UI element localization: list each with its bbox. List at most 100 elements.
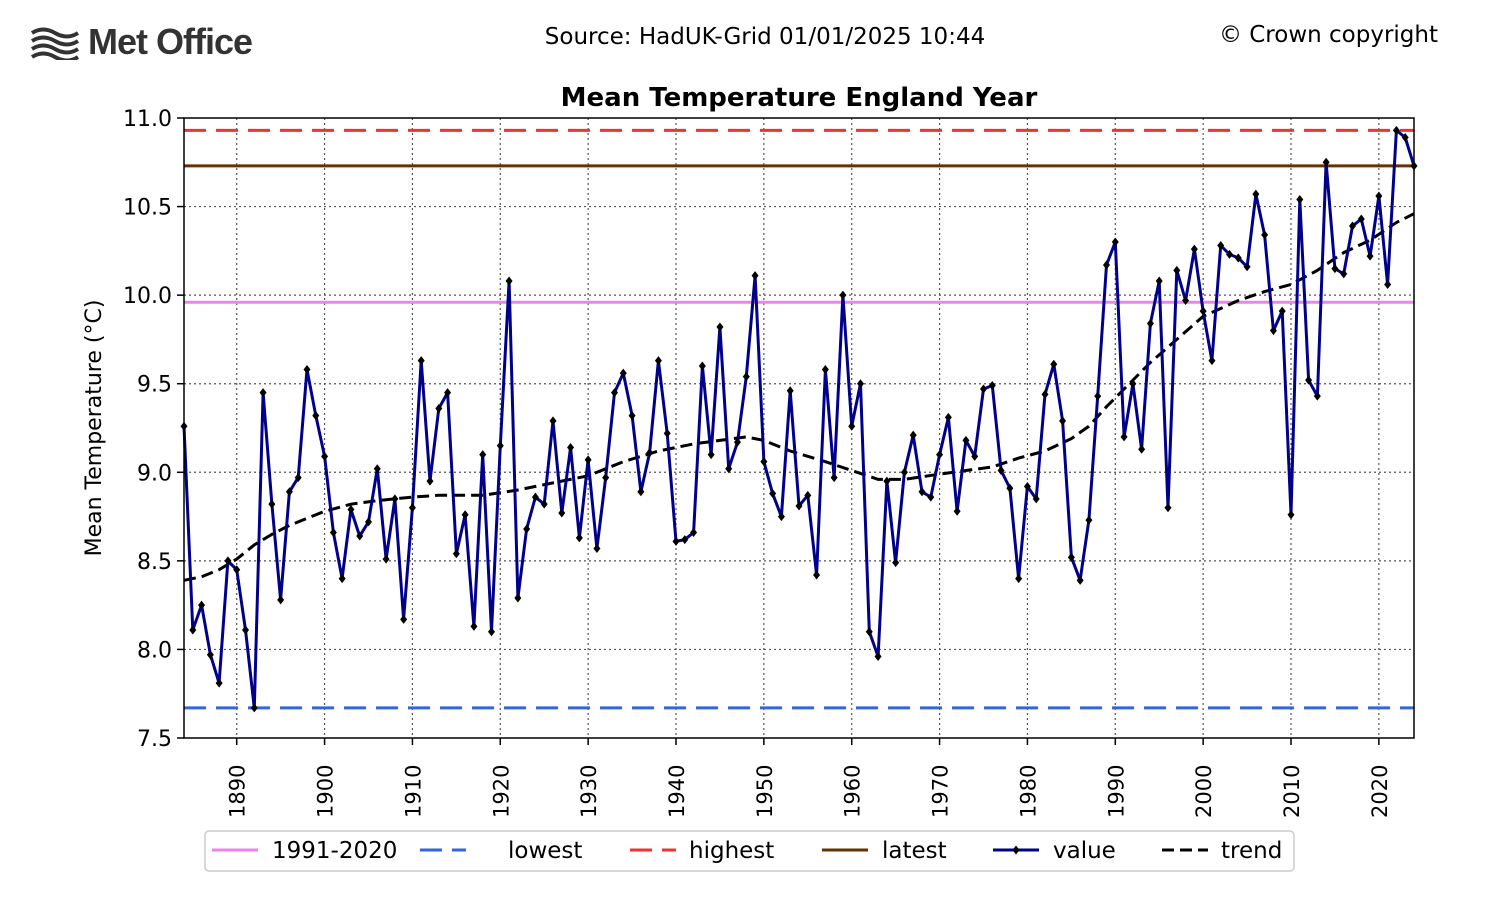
value-point [356, 531, 364, 541]
value-point [980, 384, 987, 394]
value-point [1234, 253, 1242, 263]
value-point [1111, 237, 1119, 247]
value-point [558, 508, 566, 518]
value-point [1138, 444, 1146, 454]
value-point [233, 565, 241, 575]
value-point [637, 487, 645, 497]
value-point [268, 499, 276, 509]
value-point [540, 499, 548, 509]
value-point [725, 464, 733, 474]
value-point [198, 600, 206, 610]
y-tick-label: 9.5 [137, 373, 172, 398]
x-tick-label: 1970 [929, 765, 953, 818]
value-point [1190, 244, 1198, 254]
legend-label: trend [1221, 838, 1282, 864]
value-point [593, 543, 601, 553]
value-point [338, 574, 346, 584]
value-point [1331, 264, 1339, 274]
value-point [549, 416, 557, 426]
value-point [900, 467, 908, 477]
value-point [1006, 483, 1014, 493]
value-point [329, 528, 337, 538]
value-point [321, 451, 329, 461]
value-point [391, 494, 399, 504]
legend-label: lowest [508, 838, 582, 864]
value-point [567, 442, 575, 452]
value-point [936, 450, 944, 460]
value-point [461, 510, 469, 520]
value-point [584, 455, 592, 465]
value-point [408, 503, 416, 513]
legend-label: value [1053, 838, 1116, 864]
value-point [611, 388, 618, 398]
value-point [857, 379, 864, 389]
value-point [1392, 125, 1400, 135]
value-point [1217, 241, 1225, 251]
value-point [1094, 391, 1102, 401]
value-point [628, 411, 636, 421]
x-tick-label: 1930 [577, 765, 601, 818]
y-tick-label: 11.0 [123, 107, 172, 132]
value-point [830, 473, 838, 483]
value-point [1015, 574, 1023, 584]
value-point [303, 365, 311, 375]
value-point [690, 528, 698, 538]
value-point [452, 549, 460, 559]
value-point [215, 678, 223, 688]
value-point [444, 388, 452, 398]
value-point [189, 625, 197, 635]
x-tick-label: 1990 [1104, 765, 1128, 818]
value-point [786, 386, 794, 396]
value-point [1120, 432, 1128, 442]
y-tick-label: 9.0 [137, 461, 172, 486]
value-point [277, 595, 285, 605]
value-point [997, 466, 1005, 476]
value-point [804, 490, 812, 500]
value-point [523, 524, 531, 534]
value-point [909, 430, 917, 440]
value-point [865, 627, 873, 637]
x-tick-label: 1890 [226, 765, 250, 818]
legend-label: highest [689, 838, 774, 864]
value-point [1173, 265, 1181, 275]
y-axis-label: Mean Temperature (°C) [82, 300, 107, 557]
value-point [654, 356, 662, 366]
value-point [242, 625, 249, 635]
y-tick-label: 7.5 [137, 727, 172, 752]
value-point [892, 558, 900, 568]
trend-line [183, 212, 1415, 582]
value-point [426, 476, 434, 486]
value-point [1155, 276, 1163, 286]
value-point [813, 570, 821, 580]
value-point [821, 365, 829, 375]
value-point [531, 492, 539, 502]
series-lines [180, 125, 1418, 713]
value-point [373, 464, 381, 474]
value-point [347, 504, 355, 514]
value-point [953, 506, 961, 516]
value-point [1182, 295, 1190, 305]
value-point [742, 372, 750, 382]
value-point [795, 501, 803, 511]
value-point [1269, 326, 1277, 336]
value-point [496, 441, 504, 451]
value-point [435, 404, 443, 414]
value-line [182, 128, 1416, 710]
value-point [1287, 510, 1295, 520]
value-point [1103, 260, 1110, 270]
value-point [672, 536, 680, 546]
value-point [382, 554, 390, 564]
value-point [1278, 306, 1286, 316]
met-office-logo-text: Met Office [88, 21, 253, 62]
value-point [417, 356, 425, 366]
value-point [602, 473, 610, 483]
value-point [1322, 157, 1330, 167]
source-label: Source: HadUK-Grid 01/01/2025 10:44 [544, 24, 986, 50]
value-point [312, 411, 320, 421]
x-tick-label: 1960 [841, 765, 865, 818]
x-tick-label: 1940 [665, 765, 689, 818]
value-point [1199, 306, 1207, 316]
value-point [918, 487, 926, 497]
met-office-logo: Met Office [30, 21, 253, 62]
value-point [505, 276, 513, 286]
